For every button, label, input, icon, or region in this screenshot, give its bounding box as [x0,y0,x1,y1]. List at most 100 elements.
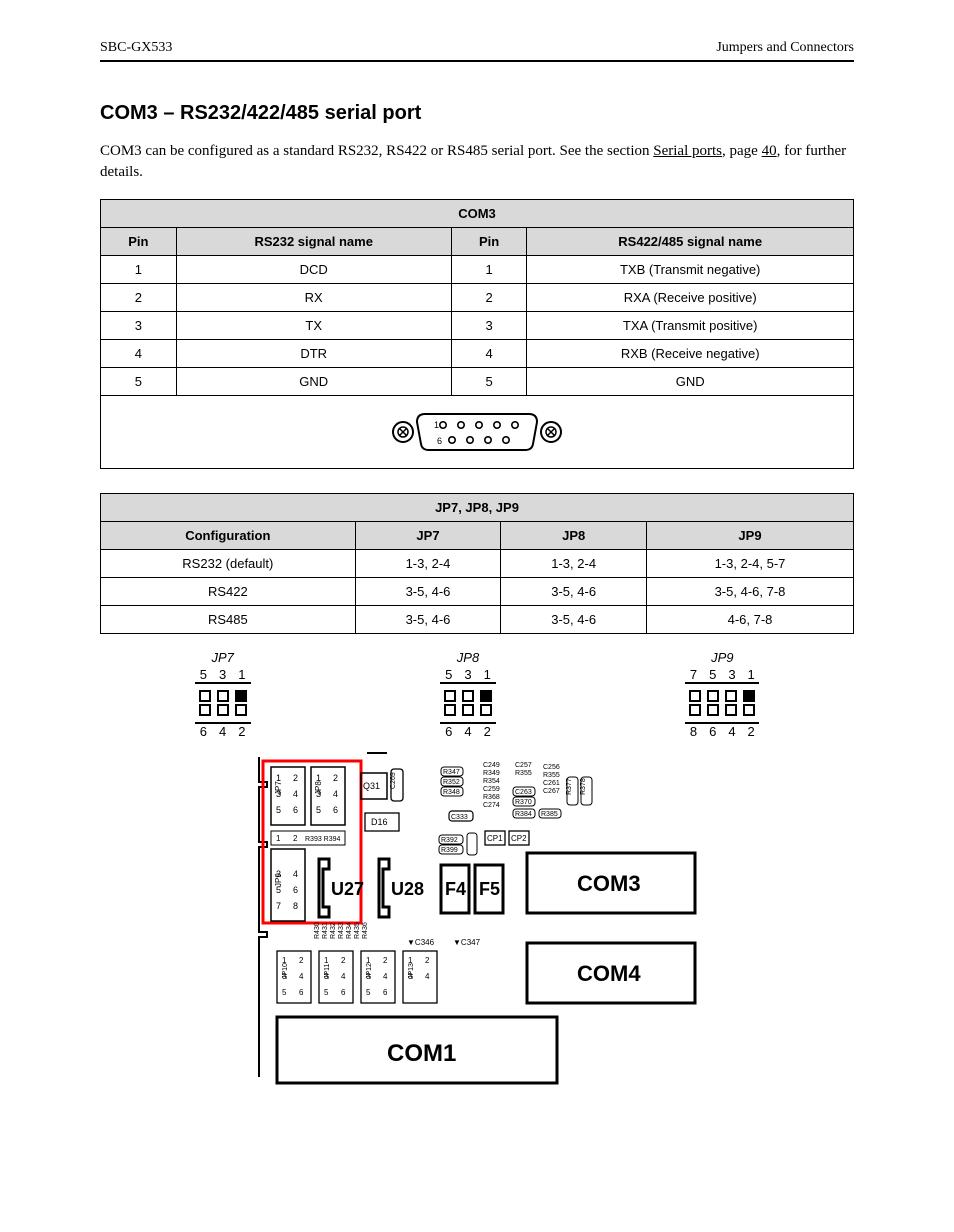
svg-text:F5: F5 [479,879,500,899]
table-row: 4 DTR 4 RXB (Receive negative) [101,340,854,368]
svg-text:R378: R378 [580,778,587,795]
svg-text:R436: R436 [362,922,369,939]
table-row: RS232 (default) 1-3, 2-4 1-3, 2-4 1-3, 2… [101,550,854,578]
table1-col-4: RS422/485 signal name [527,228,854,256]
db9-connector-icon: 1 6 [387,404,567,460]
page-header: SBC-GX533 Jumpers and Connectors [100,40,854,62]
svg-text:6: 6 [437,436,442,446]
svg-text:2: 2 [425,956,430,965]
svg-text:2: 2 [333,773,338,783]
svg-text:2: 2 [293,773,298,783]
svg-text:6: 6 [293,885,298,895]
svg-text:6: 6 [341,988,346,997]
svg-text:JP8: JP8 [314,781,323,795]
link-serial-ports[interactable]: Serial ports [653,143,722,159]
link-page-40[interactable]: 40 [762,143,777,159]
svg-text:4: 4 [299,972,304,981]
table1-col-1: Pin [101,228,177,256]
jp7-block: JP7 5 3 1 6 4 2 [195,650,251,739]
connector-diagram-cell: 1 6 [101,396,854,469]
svg-text:R431: R431 [322,922,329,939]
jp8-block: JP8 5 3 1 6 4 2 [440,650,496,739]
svg-text:5: 5 [282,988,287,997]
svg-text:R384: R384 [515,811,532,818]
svg-text:7: 7 [276,901,281,911]
svg-text:R370: R370 [515,799,532,806]
svg-text:▼C346: ▼C346 [407,938,435,947]
table-row: RS485 3-5, 4-6 3-5, 4-6 4-6, 7-8 [101,606,854,634]
svg-text:CP1: CP1 [487,834,503,843]
table1-caption: COM3 [101,200,854,228]
svg-text:6: 6 [299,988,304,997]
svg-text:6: 6 [333,805,338,815]
svg-text:R352: R352 [443,779,460,786]
header-right: Jumpers and Connectors [716,40,854,56]
svg-text:R348: R348 [443,789,460,796]
jumper-config-table: JP7, JP8, JP9 Configuration JP7 JP8 JP9 … [100,493,854,634]
svg-text:R354: R354 [483,778,500,785]
svg-text:R435: R435 [354,922,361,939]
svg-text:R355: R355 [543,772,560,779]
svg-text:6: 6 [383,988,388,997]
header-left: SBC-GX533 [100,40,172,56]
table-row: RS422 3-5, 4-6 3-5, 4-6 3-5, 4-6, 7-8 [101,578,854,606]
svg-text:C267: C267 [543,788,560,795]
svg-text:R349: R349 [483,770,500,777]
svg-text:R368: R368 [483,794,500,801]
svg-text:6: 6 [293,805,298,815]
table1-col-2: RS232 signal name [176,228,451,256]
svg-text:2: 2 [293,834,298,843]
svg-text:JP11: JP11 [324,963,331,979]
svg-text:R430: R430 [314,922,321,939]
table-row: 1 DCD 1 TXB (Transmit negative) [101,256,854,284]
svg-text:1: 1 [276,834,281,843]
svg-text:C257: C257 [515,762,532,769]
table2-col-3: JP8 [501,522,647,550]
svg-text:R355: R355 [515,770,532,777]
svg-text:CP2: CP2 [511,834,527,843]
svg-text:R392: R392 [441,837,458,844]
svg-text:R399: R399 [441,847,458,854]
svg-text:R385: R385 [541,811,558,818]
svg-text:▼C347: ▼C347 [453,938,481,947]
table-row: 5 GND 5 GND [101,368,854,396]
svg-text:F4: F4 [445,879,466,899]
svg-text:C259: C259 [483,786,500,793]
svg-text:8: 8 [293,901,298,911]
svg-text:COM4: COM4 [577,961,641,986]
svg-text:4: 4 [341,972,346,981]
svg-text:JP7: JP7 [274,781,283,795]
section-intro: COM3 can be configured as a standard RS2… [100,141,854,183]
svg-text:JP9: JP9 [274,873,283,887]
svg-text:C333: C333 [451,814,468,821]
figure-area: JP7 5 3 1 6 4 2 JP8 5 3 1 [100,650,854,1087]
table2-col-1: Configuration [101,522,356,550]
svg-text:C256: C256 [543,764,560,771]
section-title: COM3 – RS232/422/485 serial port [100,102,854,125]
svg-text:C269: C269 [390,772,397,789]
svg-text:5: 5 [276,805,281,815]
svg-text:5: 5 [366,988,371,997]
svg-text:4: 4 [293,789,298,799]
svg-text:4: 4 [293,869,298,879]
svg-text:R434: R434 [346,922,353,939]
svg-text:2: 2 [341,956,346,965]
svg-text:C263: C263 [515,789,532,796]
table-row: 3 TX 3 TXA (Transmit positive) [101,312,854,340]
table2-caption: JP7, JP8, JP9 [101,494,854,522]
table-row: 2 RX 2 RXA (Receive positive) [101,284,854,312]
svg-text:JP13: JP13 [408,963,415,979]
svg-text:4: 4 [333,789,338,799]
svg-text:C261: C261 [543,780,560,787]
svg-text:R347: R347 [443,769,460,776]
table2-col-4: JP9 [647,522,854,550]
svg-text:5: 5 [316,805,321,815]
svg-text:COM3: COM3 [577,871,641,896]
svg-text:1: 1 [434,420,439,430]
svg-text:D16: D16 [371,817,388,827]
svg-text:U28: U28 [391,879,424,899]
svg-text:JP12: JP12 [366,963,373,979]
svg-text:R433: R433 [338,922,345,939]
pin-diagrams: JP7 5 3 1 6 4 2 JP8 5 3 1 [100,650,854,739]
svg-text:R432: R432 [330,922,337,939]
